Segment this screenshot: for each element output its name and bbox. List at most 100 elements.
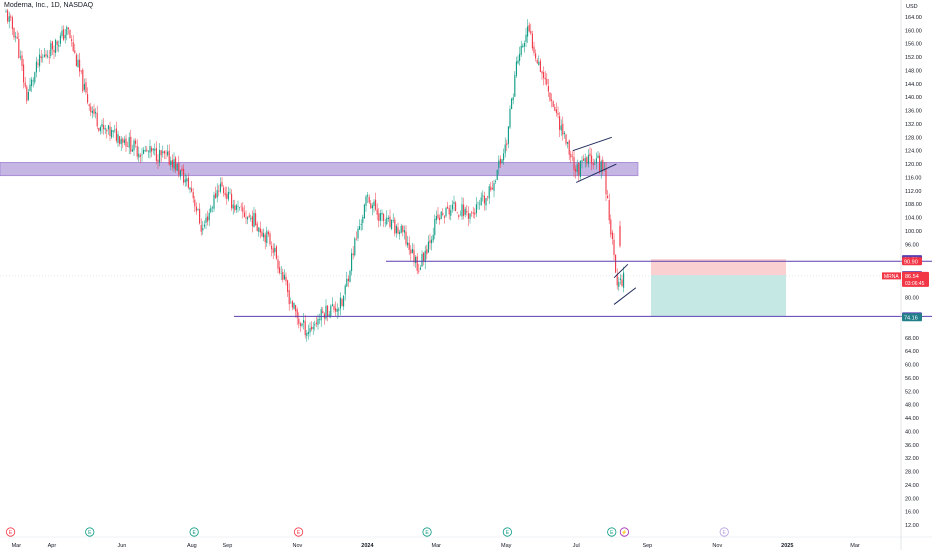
events-layer: E E E E E E E ⚡ E bbox=[5, 527, 729, 537]
candle-body bbox=[469, 213, 471, 219]
candle-body bbox=[123, 139, 125, 144]
candle-body bbox=[221, 181, 223, 187]
candle-body bbox=[565, 134, 567, 144]
candle-body bbox=[402, 225, 404, 232]
candle-body bbox=[376, 209, 378, 215]
candle-body bbox=[499, 158, 501, 165]
candle-body bbox=[267, 231, 269, 235]
candle-body bbox=[490, 186, 492, 191]
candle-body bbox=[335, 308, 337, 312]
candle-body bbox=[399, 232, 401, 235]
candle-body bbox=[104, 128, 106, 130]
price-tick-label: 16.00 bbox=[905, 510, 919, 516]
candle-body bbox=[210, 207, 212, 213]
candle-body bbox=[619, 278, 621, 280]
candle-body bbox=[355, 238, 357, 240]
candle-body bbox=[578, 162, 580, 176]
candle-body bbox=[115, 128, 117, 141]
candle-body bbox=[571, 156, 573, 157]
candle-body bbox=[408, 242, 410, 251]
candle-body bbox=[261, 231, 263, 237]
candle-body bbox=[34, 72, 36, 83]
candle-body bbox=[199, 208, 201, 224]
candle-body bbox=[106, 129, 108, 132]
candle-body bbox=[477, 202, 479, 204]
time-tick-label: Apr bbox=[48, 543, 57, 549]
earnings-event-icon bbox=[502, 527, 512, 537]
candle-body bbox=[464, 208, 466, 215]
candle-body bbox=[547, 86, 549, 92]
candle-body bbox=[266, 230, 268, 244]
candle-body bbox=[275, 246, 277, 259]
candle-body bbox=[218, 190, 220, 192]
candle-body bbox=[381, 212, 383, 215]
price-tick-label: 136.00 bbox=[905, 109, 922, 115]
candle-body bbox=[467, 213, 469, 219]
candle-body bbox=[251, 216, 253, 227]
candle-body bbox=[152, 148, 154, 151]
candle-body bbox=[354, 238, 356, 256]
candle-body bbox=[31, 79, 33, 87]
candle-body bbox=[501, 159, 503, 164]
candle-body bbox=[187, 177, 189, 188]
candle-body bbox=[591, 155, 593, 164]
candle-body bbox=[85, 82, 87, 93]
candle-body bbox=[91, 110, 93, 114]
candle-body bbox=[27, 92, 29, 100]
candle-body bbox=[395, 225, 397, 234]
candle-body bbox=[107, 125, 109, 130]
candle-body bbox=[519, 53, 521, 61]
candle-body bbox=[378, 213, 380, 222]
candle-body bbox=[339, 297, 341, 309]
candle-body bbox=[112, 130, 114, 132]
gap-candle-body bbox=[619, 225, 621, 246]
price-tick-label: 48.00 bbox=[905, 403, 919, 409]
candle-body bbox=[363, 204, 365, 219]
candle-body bbox=[306, 333, 308, 337]
candle-body bbox=[253, 212, 255, 228]
candle-body bbox=[555, 109, 557, 113]
candle-body bbox=[159, 150, 161, 163]
candle-body bbox=[527, 26, 529, 37]
candle-body bbox=[141, 154, 143, 156]
symbol-title: Moderna, Inc., 1D, NASDAQ bbox=[4, 2, 94, 9]
candle-body bbox=[387, 217, 389, 219]
candle-body bbox=[5, 11, 7, 13]
candle-body bbox=[498, 160, 500, 169]
candle-body bbox=[423, 252, 425, 262]
candle-body bbox=[522, 45, 524, 48]
candle-body bbox=[336, 309, 338, 312]
earnings-event-icon bbox=[619, 527, 629, 537]
candle-body bbox=[88, 104, 90, 107]
candle-body bbox=[311, 326, 313, 330]
candle-body bbox=[288, 290, 290, 305]
candle-body bbox=[243, 212, 245, 217]
candle-body bbox=[304, 321, 306, 336]
candle-body bbox=[71, 39, 73, 41]
candle-body bbox=[474, 212, 476, 215]
candle-body bbox=[568, 140, 570, 155]
candle-body bbox=[74, 50, 76, 53]
supply-zone bbox=[0, 162, 639, 177]
candle-body bbox=[347, 278, 349, 282]
candle-body bbox=[223, 187, 225, 194]
candle-body bbox=[416, 256, 418, 271]
candle-body bbox=[528, 24, 530, 32]
candle-body bbox=[533, 46, 535, 54]
time-tick-label: Mar bbox=[431, 543, 441, 549]
candle-body bbox=[26, 86, 28, 102]
candle-body bbox=[114, 129, 116, 131]
candle-body bbox=[117, 134, 119, 143]
candle-body bbox=[195, 206, 197, 212]
candle-body bbox=[472, 212, 474, 214]
candle-body bbox=[442, 213, 444, 215]
candle-body bbox=[592, 163, 594, 166]
candle-body bbox=[248, 215, 250, 218]
time-tick-label: 2025 bbox=[781, 543, 793, 549]
candle-body bbox=[375, 199, 377, 210]
last-price-tag bbox=[902, 271, 929, 287]
candle-body bbox=[434, 218, 436, 236]
candle-body bbox=[128, 137, 130, 148]
